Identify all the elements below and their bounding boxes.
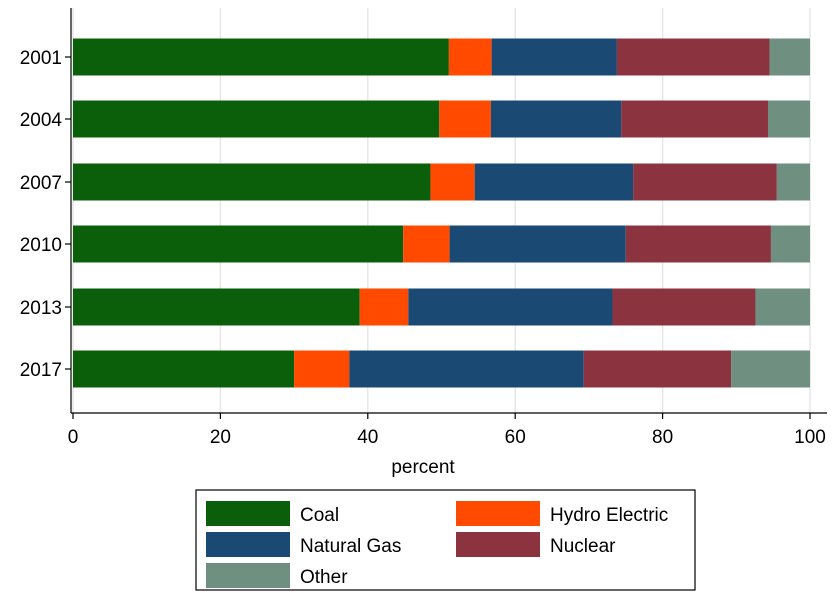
bar-segment-hydro-electric	[430, 163, 475, 201]
bar-segment-nuclear	[625, 225, 771, 263]
x-tick-label: 0	[68, 427, 79, 448]
legend-label: Natural Gas	[300, 536, 401, 557]
axes: 2001 2004 2007 2010 2013 2017 0 20 40 60 80 100	[20, 8, 827, 448]
legend-label: Other	[300, 567, 348, 588]
legend-swatch-other	[206, 563, 290, 588]
bar-segment-coal	[73, 350, 295, 388]
x-tick-label: 80	[652, 427, 673, 448]
x-axis-title: percent	[391, 457, 455, 478]
bar-segment-nuclear	[612, 288, 756, 326]
bar-segment-other	[776, 163, 810, 201]
y-tick-label: 2010	[20, 235, 62, 256]
y-tick-label: 2017	[20, 360, 62, 381]
y-tick-label: 2004	[20, 110, 63, 131]
legend-label: Hydro Electric	[550, 505, 668, 526]
bar-segment-natural-gas	[491, 38, 617, 76]
bar-segment-nuclear	[616, 38, 770, 76]
bar-segment-coal	[73, 288, 360, 326]
legend-swatch-natural-gas	[206, 532, 290, 557]
bar-segment-nuclear	[583, 350, 732, 388]
legend-label: Nuclear	[550, 536, 616, 557]
bars	[73, 38, 810, 388]
bar-segment-other	[770, 225, 810, 263]
bar-segment-other	[731, 350, 810, 388]
bar-segment-coal	[73, 100, 440, 138]
bar-segment-nuclear	[621, 100, 768, 138]
bar-segment-hydro-electric	[294, 350, 350, 388]
y-tick-label: 2007	[20, 173, 62, 194]
bar-segment-nuclear	[633, 163, 777, 201]
bar-segment-coal	[73, 163, 431, 201]
legend-swatch-nuclear	[456, 532, 540, 557]
bar-segment-natural-gas	[490, 100, 622, 138]
bar-segment-natural-gas	[408, 288, 613, 326]
x-tick-label: 60	[505, 427, 526, 448]
x-tick-label: 100	[794, 427, 826, 448]
y-tick-label: 2013	[20, 298, 62, 319]
x-tick-label: 20	[210, 427, 231, 448]
legend: Coal Hydro Electric Natural Gas Nuclear Othe…	[195, 489, 696, 591]
y-tick-label: 2001	[20, 48, 62, 69]
legend-swatch-coal	[206, 501, 290, 526]
bar-segment-other	[755, 288, 810, 326]
bar-segment-coal	[73, 225, 404, 263]
bar-segment-hydro-electric	[359, 288, 409, 326]
legend-swatch-hydro-electric	[456, 501, 540, 526]
bar-segment-natural-gas	[349, 350, 584, 388]
bar-segment-other	[767, 100, 810, 138]
bar-segment-hydro-electric	[403, 225, 450, 263]
bar-segment-natural-gas	[474, 163, 634, 201]
bar-segment-hydro-electric	[448, 38, 492, 76]
bar-segment-other	[769, 38, 810, 76]
bar-segment-natural-gas	[449, 225, 626, 263]
legend-label: Coal	[300, 505, 339, 526]
x-tick-label: 40	[357, 427, 378, 448]
bar-segment-coal	[73, 38, 449, 76]
bar-segment-hydro-electric	[439, 100, 491, 138]
